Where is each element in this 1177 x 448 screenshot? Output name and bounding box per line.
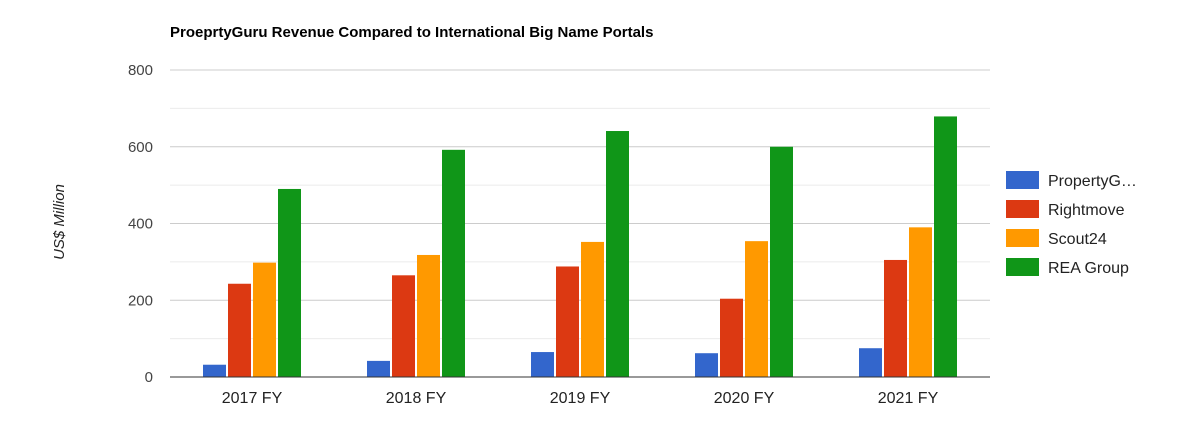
legend: PropertyG… Rightmove Scout24 REA Group (1006, 171, 1137, 277)
bar-propertyguru-2020-fy (695, 353, 718, 377)
bar-scout24-2020-fy (745, 241, 768, 377)
legend-label: Scout24 (1048, 231, 1107, 248)
bar-rea-group-2021-fy (934, 116, 957, 377)
legend-swatch (1006, 229, 1039, 247)
legend-swatch (1006, 200, 1039, 218)
y-tick-label: 0 (145, 369, 153, 386)
legend-label: Rightmove (1048, 202, 1125, 219)
bar-scout24-2019-fy (581, 241, 604, 377)
bar-rea-group-2019-fy (606, 131, 629, 377)
bar-rea-group-2017-fy (278, 188, 301, 377)
y-tick-label: 800 (128, 62, 153, 79)
y-axis-ticks: 0 200 400 600 800 (128, 62, 153, 386)
x-tick-label: 2018 FY (386, 390, 447, 407)
bar-rightmove-2019-fy (556, 266, 579, 377)
bar-rightmove-2018-fy (392, 275, 415, 377)
legend-label: REA Group (1048, 260, 1129, 277)
legend-swatch (1006, 258, 1039, 276)
bar-rightmove-2020-fy (720, 298, 743, 377)
y-tick-label: 600 (128, 139, 153, 156)
bar-rightmove-2017-fy (228, 283, 251, 377)
bar-rea-group-2020-fy (770, 146, 793, 377)
x-tick-label: 2017 FY (222, 390, 283, 407)
y-tick-label: 200 (128, 292, 153, 309)
bar-propertyguru-2019-fy (531, 352, 554, 377)
chart-title: ProeprtyGuru Revenue Compared to Interna… (170, 24, 653, 41)
y-tick-label: 400 (128, 216, 153, 233)
bar-propertyguru-2017-fy (203, 364, 226, 377)
bars (203, 116, 957, 377)
bar-scout24-2021-fy (909, 227, 932, 377)
x-tick-label: 2020 FY (714, 390, 775, 407)
bar-scout24-2017-fy (253, 262, 276, 377)
x-tick-label: 2021 FY (878, 390, 939, 407)
bar-rea-group-2018-fy (442, 149, 465, 377)
gridlines (170, 69, 990, 340)
bar-propertyguru-2018-fy (367, 360, 390, 377)
x-axis-ticks: 2017 FY 2018 FY 2019 FY 2020 FY 2021 FY (222, 390, 939, 407)
bar-scout24-2018-fy (417, 254, 440, 377)
legend-label: PropertyG… (1048, 173, 1137, 190)
legend-swatch (1006, 171, 1039, 189)
bar-propertyguru-2021-fy (859, 348, 882, 377)
x-tick-label: 2019 FY (550, 390, 611, 407)
y-axis-label: US$ Million (51, 184, 68, 260)
bar-rightmove-2021-fy (884, 259, 907, 377)
